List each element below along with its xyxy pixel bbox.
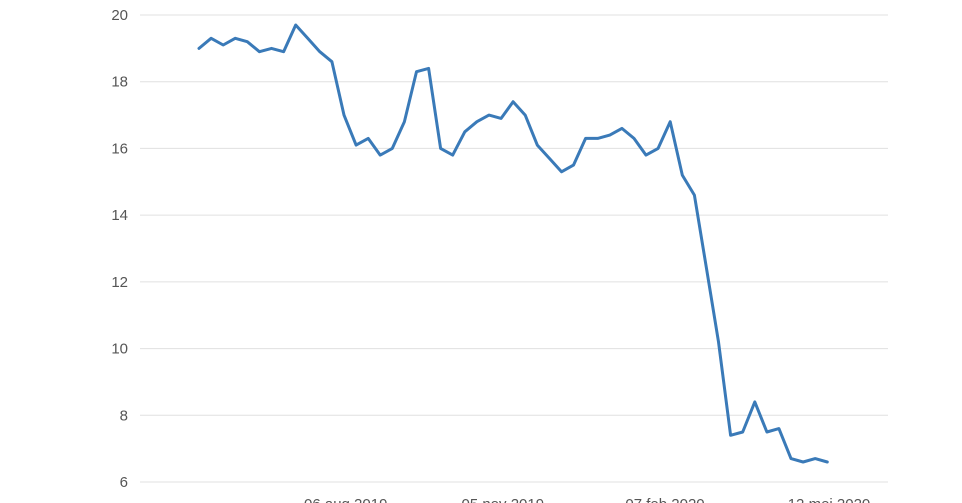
x-tick-label: 05 nov 2019 [461,496,544,503]
x-tick-label: 06 aug 2019 [304,496,387,503]
line [197,23,829,464]
y-tick-label: 20 [111,7,128,24]
x-tick-label: 12 mei 2020 [788,496,871,503]
y-tick-label: 10 [111,341,128,358]
y-tick-label: 8 [120,407,128,424]
y-tick-label: 14 [111,207,128,224]
y-tick-label: 6 [120,474,128,491]
y-tick-label: 18 [111,74,128,91]
y-tick-label: 16 [111,140,128,157]
x-tick-label: 07 feb 2020 [625,496,704,503]
y-tick-label: 12 [111,274,128,291]
